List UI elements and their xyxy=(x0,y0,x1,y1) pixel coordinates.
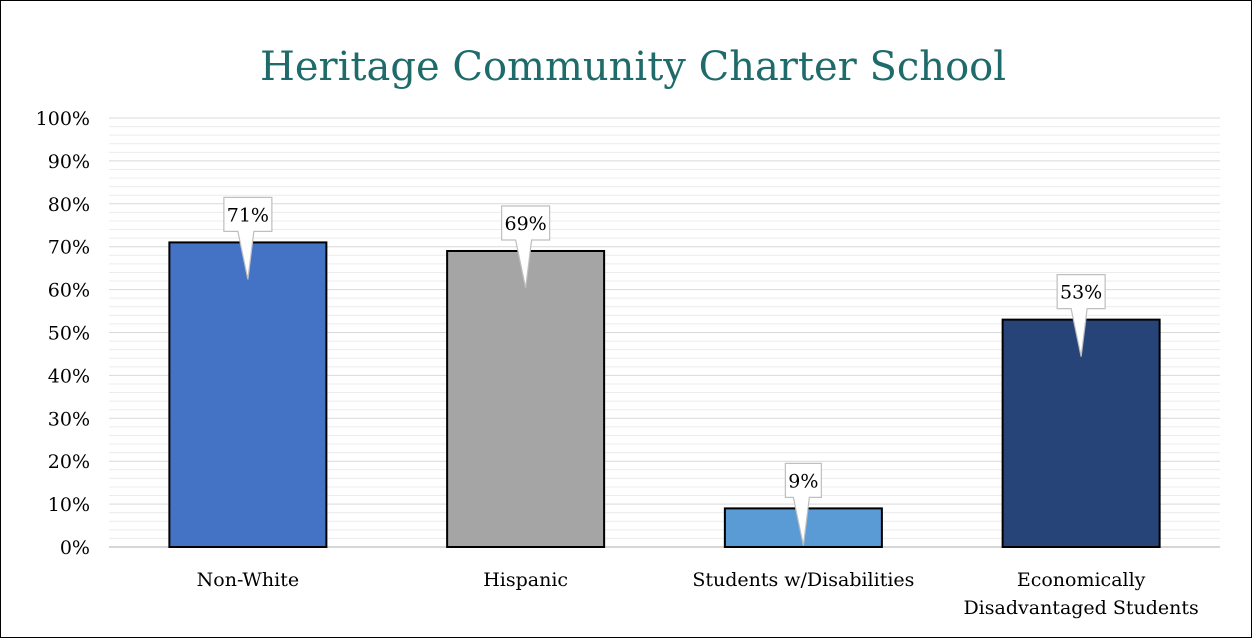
bars xyxy=(168,241,1161,549)
data-label-callout xyxy=(223,196,273,280)
data-label: 69% xyxy=(505,213,547,235)
data-label: 9% xyxy=(788,470,818,492)
y-tick-label: 40% xyxy=(48,365,90,387)
y-tick-label: 10% xyxy=(48,494,90,516)
y-tick-label: 90% xyxy=(48,151,90,173)
x-tick-label: Economically xyxy=(1017,569,1146,591)
y-tick-label: 80% xyxy=(48,194,90,216)
x-tick-label: Non-White xyxy=(197,569,299,591)
y-tick-label: 50% xyxy=(48,323,90,345)
data-label: 71% xyxy=(227,204,269,226)
x-axis: Non-White Hispanic Students w/Disabilities… xyxy=(197,569,1199,619)
y-tick-label: 100% xyxy=(36,108,90,130)
y-tick-label: 20% xyxy=(48,451,90,473)
chart-title: Heritage Community Charter School xyxy=(260,44,1006,90)
y-tick-label: 30% xyxy=(48,408,90,430)
data-label-callout xyxy=(1056,274,1106,357)
bar xyxy=(446,249,606,549)
y-axis: 0% 10% 20% 30% 40% 50% 60% 70% 80% 90% 100% xyxy=(36,108,90,559)
bar xyxy=(168,241,328,548)
x-tick-label: Hispanic xyxy=(483,569,568,591)
y-tick-label: 60% xyxy=(48,280,90,302)
data-label-callout xyxy=(784,462,822,546)
data-label-callout xyxy=(501,205,551,289)
y-tick-label: 70% xyxy=(48,237,90,259)
y-tick-label: 0% xyxy=(60,537,90,559)
x-tick-label: Students w/Disabilities xyxy=(692,569,914,591)
x-tick-label: Disadvantaged Students xyxy=(963,597,1198,619)
data-labels: 71% 69% 9% 53% xyxy=(223,196,1106,546)
bar xyxy=(1001,318,1161,548)
data-label: 53% xyxy=(1060,282,1102,304)
